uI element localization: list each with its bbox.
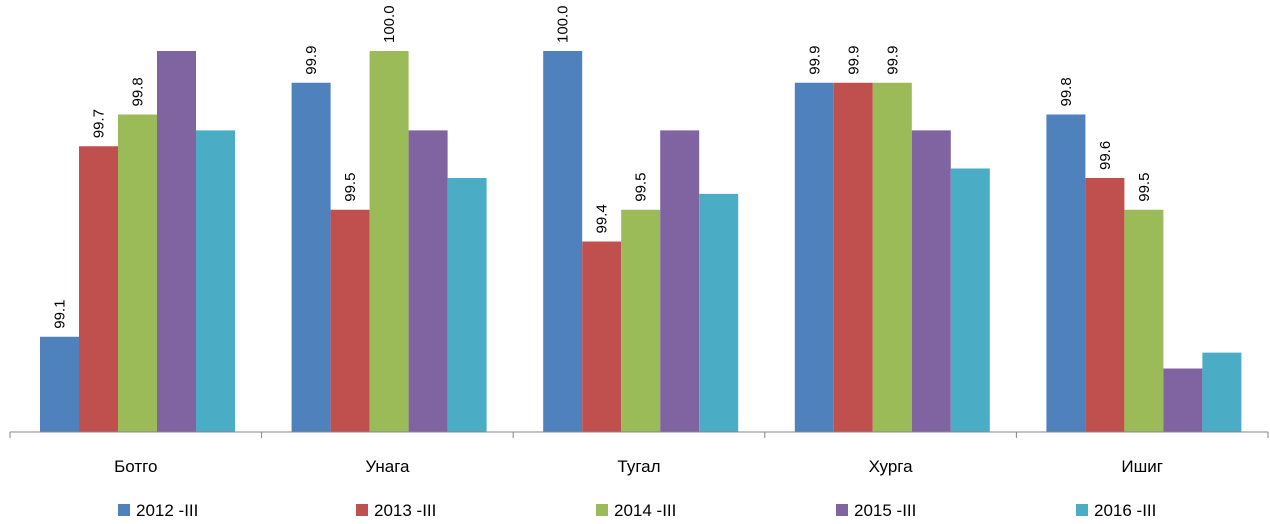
legend-swatch	[118, 504, 130, 516]
bar-Ботго-2013-III	[79, 146, 118, 432]
bar-Ишиг-2012-III	[1046, 114, 1086, 432]
legend-swatch	[596, 504, 608, 516]
data-label: 99.1	[52, 300, 69, 329]
category-label: Хурга	[869, 457, 914, 476]
data-label: 99.8	[130, 77, 147, 106]
data-labels-layer: 99.1 99.7 99.8 99.9 99.5 100.0 100.0 99.4 99.5 99…	[52, 5, 1153, 328]
legend-label: 2012 -III	[136, 501, 198, 520]
legend-label: 2014 -III	[614, 501, 676, 520]
data-label: 99.5	[1136, 173, 1153, 202]
bar-Ишиг-2015-III	[1163, 368, 1203, 432]
data-label: 99.7	[91, 109, 108, 138]
data-label: 99.5	[633, 173, 650, 202]
data-label: 99.4	[594, 204, 611, 233]
bars-layer	[40, 51, 1242, 432]
bar-Унага-2014-III	[369, 51, 409, 432]
category-label: Тугал	[617, 457, 660, 476]
category-label: Ботго	[114, 457, 157, 476]
bar-Унага-2012-III	[291, 82, 331, 432]
bar-Тугал-2012-III	[543, 51, 583, 432]
bar-Хурга-2013-III	[833, 82, 873, 432]
data-label: 99.9	[806, 46, 823, 75]
data-label: 99.6	[1097, 141, 1114, 170]
bar-Ботго-2016-III	[196, 130, 235, 432]
bar-Ботго-2014-III	[118, 114, 157, 432]
data-label: 100.0	[381, 5, 398, 43]
data-label: 100.0	[555, 5, 572, 43]
bar-Ишиг-2016-III	[1202, 352, 1242, 432]
data-label: 99.8	[1058, 77, 1075, 106]
bar-Тугал-2013-III	[582, 241, 622, 432]
data-label: 99.5	[342, 173, 359, 202]
data-label: 99.9	[845, 46, 862, 75]
bar-Хурга-2014-III	[872, 82, 912, 432]
legend-swatch	[836, 504, 848, 516]
bar-Ишиг-2014-III	[1124, 209, 1164, 432]
bar-Унага-2015-III	[408, 130, 448, 432]
legend-label: 2015 -III	[854, 501, 916, 520]
bar-Тугал-2016-III	[699, 193, 739, 432]
legend-swatch	[1076, 504, 1088, 516]
legend-label: 2016 -III	[1094, 501, 1156, 520]
legend: 2012 -III 2013 -III 2014 -III 2015 -III 2016…	[118, 501, 1156, 520]
bar-Ботго-2015-III	[157, 51, 196, 432]
legend-swatch	[356, 504, 368, 516]
bar-Хурга-2015-III	[911, 130, 951, 432]
bar-Тугал-2015-III	[660, 130, 700, 432]
bar-Хурга-2012-III	[794, 82, 834, 432]
bar-Хурга-2016-III	[950, 168, 990, 432]
category-label: Ишиг	[1121, 457, 1163, 476]
legend-label: 2013 -III	[374, 501, 436, 520]
bar-Тугал-2014-III	[621, 209, 661, 432]
category-labels: Ботго Унага Тугал Хурга Ишиг	[114, 457, 1163, 476]
bar-Ботго-2012-III	[40, 336, 79, 432]
category-label: Унага	[365, 457, 410, 476]
bar-Ишиг-2013-III	[1085, 178, 1125, 432]
x-axis	[9, 431, 1269, 438]
bar-Унага-2013-III	[330, 209, 370, 432]
data-label: 99.9	[303, 46, 320, 75]
data-label: 99.9	[884, 46, 901, 75]
bar-Унага-2016-III	[447, 178, 487, 432]
